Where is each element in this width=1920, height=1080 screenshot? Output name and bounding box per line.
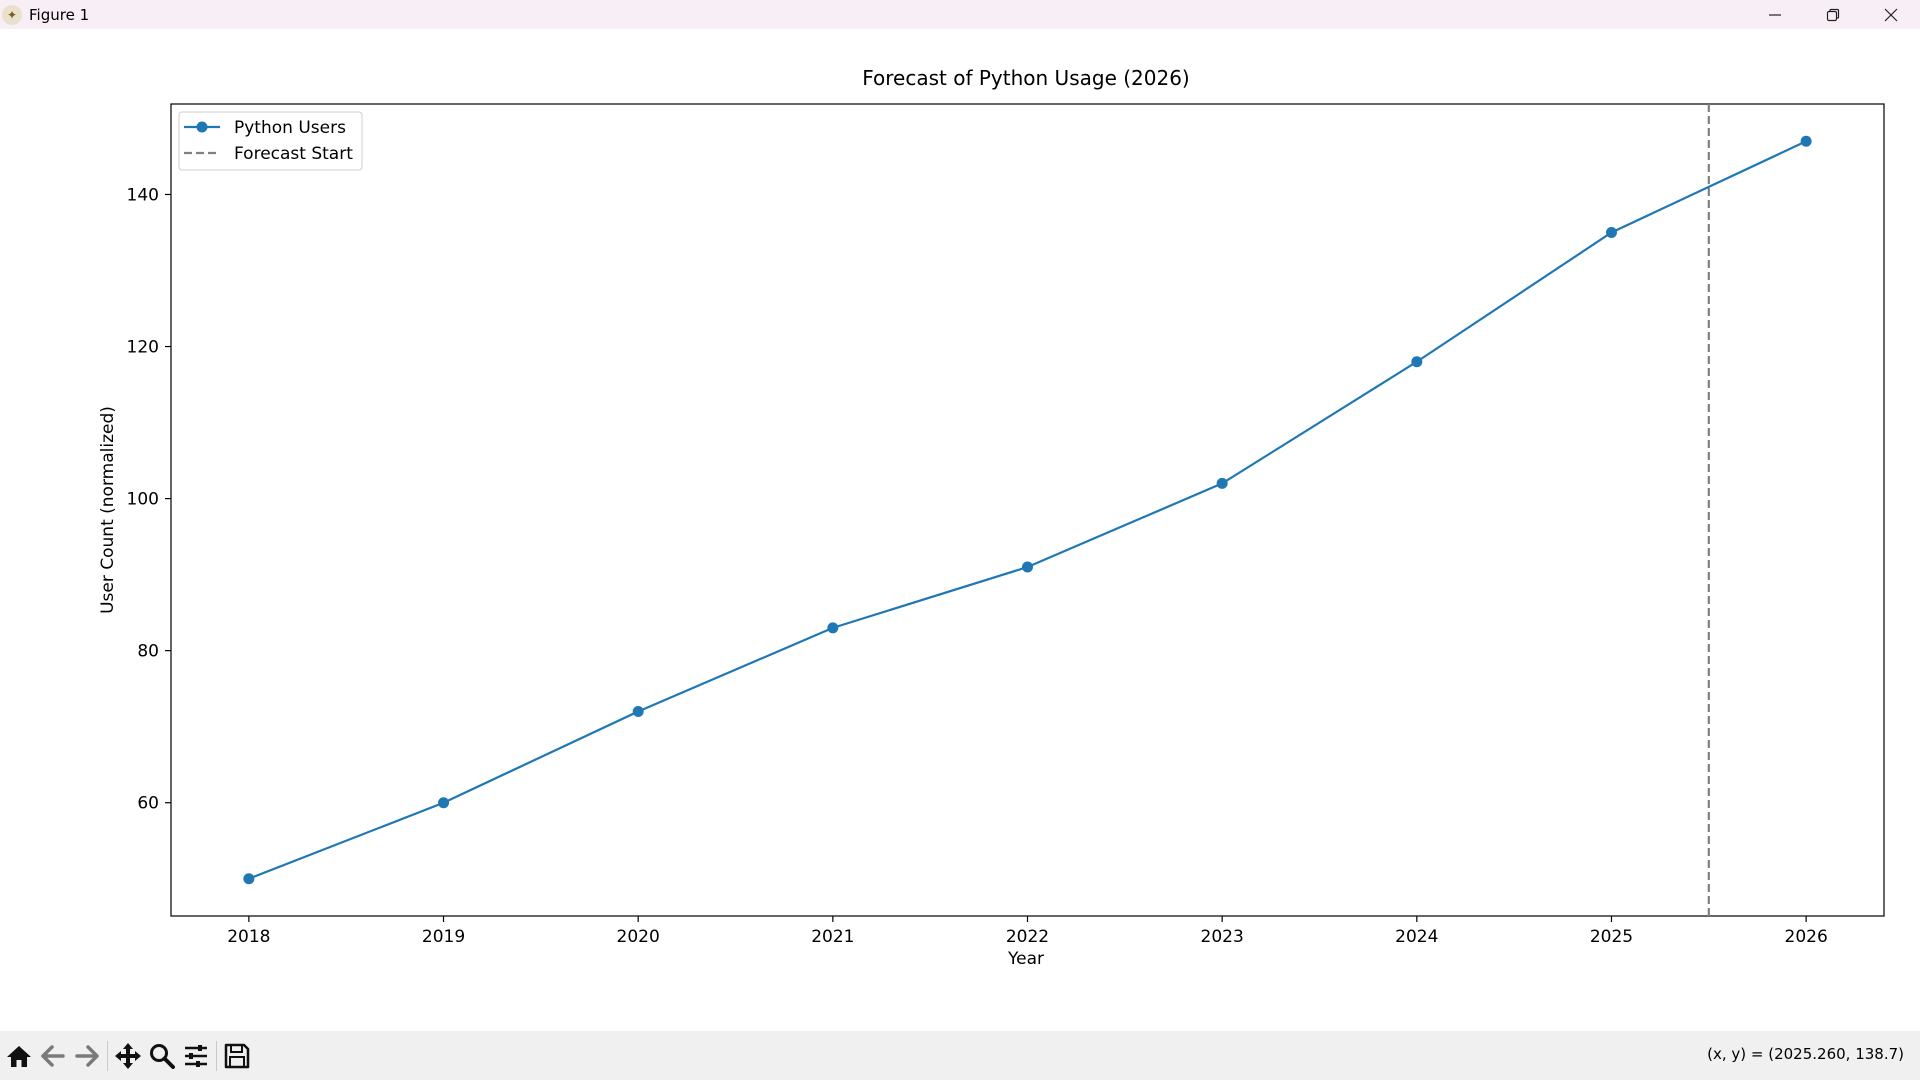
home-icon xyxy=(7,1045,31,1067)
data-point xyxy=(243,873,255,885)
data-point xyxy=(827,622,839,634)
window-titlebar: ✦ Figure 1 xyxy=(0,0,1920,29)
y-tick-label: 140 xyxy=(127,185,159,205)
toolbar-separator xyxy=(216,1040,217,1071)
save-button[interactable] xyxy=(220,1039,254,1073)
x-tick-label: 2019 xyxy=(422,927,465,947)
x-tick-label: 2021 xyxy=(811,927,854,947)
x-tick-label: 2024 xyxy=(1395,927,1438,947)
chart-title: Forecast of Python Usage (2026) xyxy=(862,66,1189,90)
window-controls xyxy=(1746,0,1920,29)
y-tick-label: 60 xyxy=(137,794,159,814)
x-axis-ticks: 2018 2019 2020 2021 2022 2023 2024 2025 2026 xyxy=(227,916,1828,947)
data-point xyxy=(1022,561,1033,573)
legend-box xyxy=(178,111,363,171)
window-title: Figure 1 xyxy=(29,5,90,24)
y-axis-label: User Count (normalized) xyxy=(98,406,118,614)
data-point xyxy=(1216,477,1228,489)
legend: Python Users Forecast Start xyxy=(178,111,363,171)
restore-button[interactable] xyxy=(1804,0,1862,29)
minimize-icon xyxy=(1769,13,1781,16)
data-point xyxy=(632,705,644,717)
x-tick-label: 2025 xyxy=(1590,927,1633,947)
save-icon xyxy=(224,1043,250,1068)
restore-icon xyxy=(1826,8,1840,21)
data-point xyxy=(438,797,450,809)
back-button[interactable] xyxy=(36,1039,70,1073)
matplotlib-icon: ✦ xyxy=(2,4,22,25)
y-axis-ticks: 60 80 100 120 140 xyxy=(127,185,171,814)
pan-button[interactable] xyxy=(111,1039,145,1073)
pan-icon xyxy=(115,1042,141,1069)
close-button[interactable] xyxy=(1862,0,1920,29)
figure-canvas[interactable]: Forecast of Python Usage (2026) 2018 2019… xyxy=(0,29,1920,1031)
configure-subplots-icon xyxy=(185,1044,207,1067)
navigation-toolbar xyxy=(0,1031,1920,1080)
minimize-button[interactable] xyxy=(1746,0,1804,29)
legend-marker-python-users xyxy=(196,121,208,133)
data-point xyxy=(1605,226,1617,238)
zoom-icon xyxy=(150,1043,175,1069)
y-tick-label: 100 xyxy=(127,490,159,510)
data-points xyxy=(243,135,1812,885)
close-icon xyxy=(1884,8,1898,21)
zoom-button[interactable] xyxy=(145,1039,179,1073)
x-tick-label: 2018 xyxy=(227,927,270,947)
data-point xyxy=(1411,356,1423,368)
configure-subplots-button[interactable] xyxy=(179,1039,213,1073)
y-tick-label: 120 xyxy=(127,338,159,358)
legend-label-forecast-start: Forecast Start xyxy=(234,144,353,164)
toolbar-separator xyxy=(107,1040,108,1071)
x-axis-label: Year xyxy=(1007,949,1044,969)
legend-label-python-users: Python Users xyxy=(234,118,346,138)
cursor-coordinates: (x, y) = (2025.260, 138.7) xyxy=(1707,1045,1904,1063)
x-tick-label: 2023 xyxy=(1201,927,1244,947)
back-icon xyxy=(41,1044,65,1067)
line-chart: Forecast of Python Usage (2026) 2018 2019… xyxy=(98,66,1885,969)
forward-icon xyxy=(75,1044,99,1067)
forward-button[interactable] xyxy=(70,1039,104,1073)
series-line-python-users xyxy=(248,140,1807,880)
y-tick-label: 80 xyxy=(137,642,159,662)
data-point xyxy=(1800,135,1812,147)
x-tick-label: 2020 xyxy=(617,927,660,947)
x-tick-label: 2022 xyxy=(1006,927,1049,947)
home-button[interactable] xyxy=(2,1039,36,1073)
x-tick-label: 2026 xyxy=(1785,927,1828,947)
